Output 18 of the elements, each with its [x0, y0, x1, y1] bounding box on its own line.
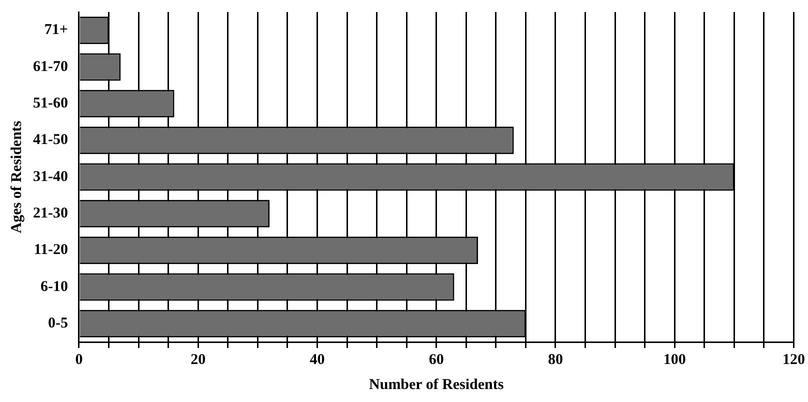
- x-tick-label: 80: [548, 352, 563, 368]
- y-tick-label: 6-10: [40, 278, 68, 295]
- y-tick-label: 31-40: [32, 168, 68, 185]
- y-tick-label: 51-60: [32, 96, 68, 112]
- y-tick-label: 41-50: [32, 132, 68, 148]
- y-tick-label: 0-5: [48, 316, 68, 332]
- x-tick-label: 60: [428, 352, 444, 368]
- y-tick-label: 21-30: [32, 206, 68, 222]
- y-axis-title: Ages of Residents: [8, 120, 25, 234]
- y-tick-label: 71+: [44, 22, 68, 38]
- y-tick-label: 11-20: [34, 242, 68, 258]
- x-tick-label: 0: [75, 352, 83, 368]
- x-tick-label: 100: [663, 352, 686, 368]
- x-tick-label: 20: [190, 352, 206, 368]
- y-tick-label: 61-70: [32, 58, 68, 75]
- x-axis-title: Number of Residents: [369, 376, 504, 393]
- x-tick-label: 40: [310, 352, 325, 368]
- x-tick-label: 120: [782, 352, 805, 368]
